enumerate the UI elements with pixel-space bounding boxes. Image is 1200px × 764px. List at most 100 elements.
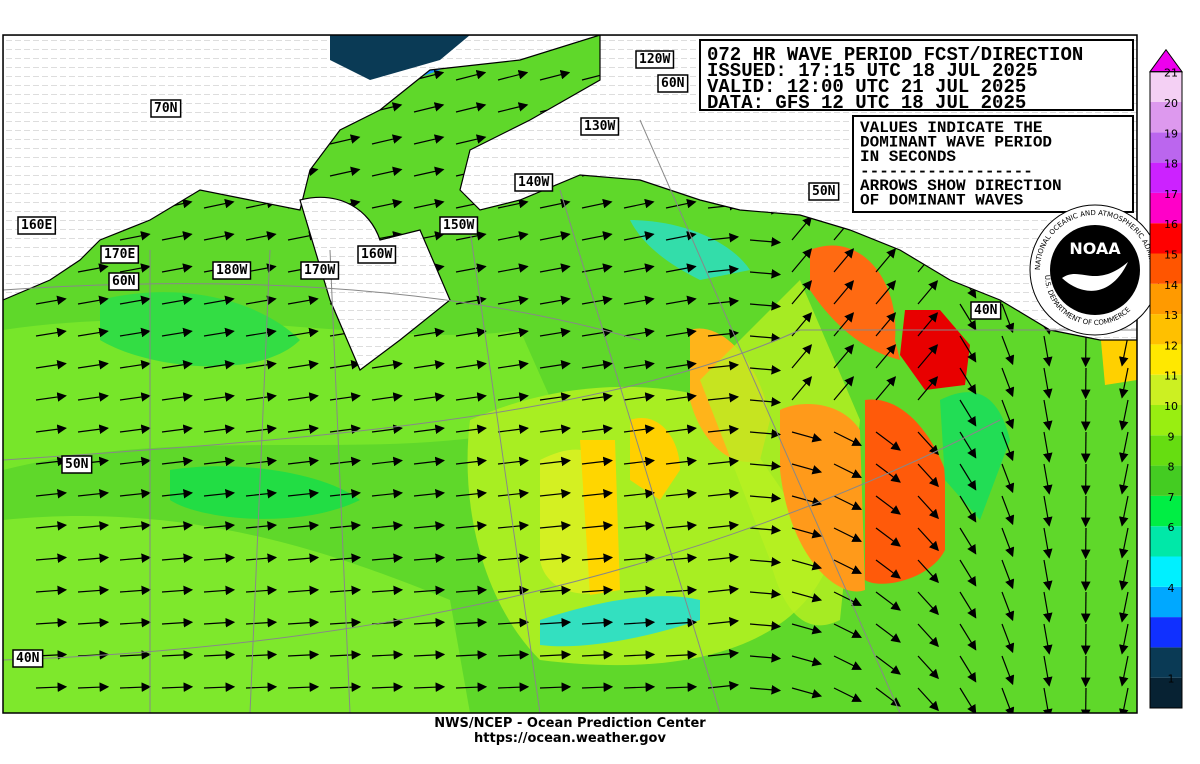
wave-arrow <box>623 360 655 370</box>
grid-label-text: 60N <box>112 274 136 289</box>
wave-arrow <box>707 264 740 275</box>
colorbar-label: 6 <box>1168 521 1175 534</box>
wave-arrow <box>161 521 194 531</box>
wave-arrow <box>917 344 939 369</box>
wave-arrow <box>413 424 445 434</box>
wave-arrow <box>245 327 277 338</box>
grid-label-text: 180W <box>216 263 247 278</box>
wave-arrow <box>833 495 862 510</box>
wave-arrow <box>539 682 572 692</box>
wave-arrow <box>875 312 897 337</box>
wave-arrow <box>371 488 404 499</box>
colorbar-segment <box>1150 435 1182 466</box>
wave-arrow <box>539 392 571 402</box>
wave-arrow <box>581 392 613 402</box>
wave-arrow <box>119 617 152 628</box>
wave-arrow <box>245 585 278 596</box>
wave-arrow <box>665 488 698 499</box>
colorbar-label: 10 <box>1164 400 1178 413</box>
wave-arrow <box>749 365 782 375</box>
wave-arrow <box>749 237 782 247</box>
wave-arrow <box>203 424 235 434</box>
wave-arrow <box>623 198 655 209</box>
wave-arrow <box>371 392 403 402</box>
grid-label-box <box>150 99 182 118</box>
wave-arrow <box>539 231 571 241</box>
wave-arrow <box>329 553 362 563</box>
colorbar-label: 7 <box>1168 491 1175 504</box>
wave-arrow <box>959 399 977 427</box>
grid-label-box <box>61 455 93 474</box>
wave-arrow <box>875 248 897 273</box>
wave-arrow <box>791 376 813 401</box>
wave-arrow <box>1043 559 1053 591</box>
wave-arrow <box>959 367 977 395</box>
colorbar-label: 12 <box>1164 339 1178 352</box>
wave-arrow <box>497 102 529 113</box>
wave-arrow <box>623 682 656 692</box>
grid-label: 170W <box>300 261 340 280</box>
wave-arrow <box>791 559 823 571</box>
wave-arrow <box>1001 495 1015 526</box>
colorbar-segment <box>1150 132 1182 163</box>
wave-arrow <box>749 653 782 663</box>
note-line: VALUES INDICATE THE <box>860 119 1042 137</box>
wave-arrow <box>707 584 740 595</box>
wave-arrow <box>623 295 655 306</box>
wave-arrow <box>455 456 487 467</box>
colorbar-segment <box>1150 71 1182 102</box>
wave-arrow <box>119 231 151 241</box>
wave-arrow <box>203 295 235 306</box>
wave-arrow <box>77 617 110 628</box>
colorbar-label: 8 <box>1168 461 1175 474</box>
grid-label-box <box>808 182 840 201</box>
wave-arrow <box>371 198 403 209</box>
wave-arrow <box>497 585 530 596</box>
colorbar-segment <box>1150 223 1182 254</box>
wave-arrow <box>1118 591 1129 623</box>
wave-arrow <box>875 376 897 401</box>
wave-arrow <box>203 327 235 338</box>
colorbar-segment <box>1150 586 1182 618</box>
wave-arrow <box>287 488 320 499</box>
wave-arrow <box>581 263 613 273</box>
wave-arrow <box>287 553 320 563</box>
wave-arrow <box>35 360 67 370</box>
colorbar-segment <box>1150 465 1182 496</box>
wave-arrow <box>1118 463 1129 495</box>
wave-arrow <box>455 263 487 273</box>
wave-arrow <box>329 424 361 434</box>
wave-arrow <box>35 456 67 467</box>
grid-label-box <box>108 272 140 291</box>
wave-arrow <box>875 623 901 643</box>
wave-arrow <box>497 327 529 338</box>
wave-arrow <box>791 216 813 241</box>
wave-arrow <box>539 521 572 531</box>
wave-arrow <box>1118 335 1129 367</box>
wave-arrow <box>497 360 529 370</box>
wave-arrow <box>497 263 529 273</box>
grid-label: 160W <box>357 245 397 264</box>
wave-arrow <box>245 392 277 402</box>
wave-arrow <box>161 682 194 692</box>
wave-arrow <box>497 553 530 563</box>
grid-label: 130W <box>580 117 620 136</box>
wave-arrow <box>707 488 740 499</box>
wave-arrow <box>245 231 277 241</box>
wave-arrow <box>455 521 488 531</box>
colorbar-segment <box>1150 556 1182 587</box>
wave-arrow <box>959 687 977 713</box>
wave-arrow <box>329 617 362 628</box>
wave-arrow <box>539 263 571 273</box>
wave-arrow <box>623 650 656 660</box>
wave-arrow <box>455 488 488 499</box>
wave-arrow <box>413 392 445 402</box>
wave-arrow <box>77 585 110 596</box>
wave-arrow <box>203 360 235 370</box>
wave-arrow <box>371 553 404 563</box>
wave-arrow <box>1001 367 1015 398</box>
header-line: 072 HR WAVE PERIOD FCST/DIRECTION <box>707 44 1083 66</box>
wave-arrow <box>581 231 613 241</box>
wave-arrow <box>119 521 152 531</box>
